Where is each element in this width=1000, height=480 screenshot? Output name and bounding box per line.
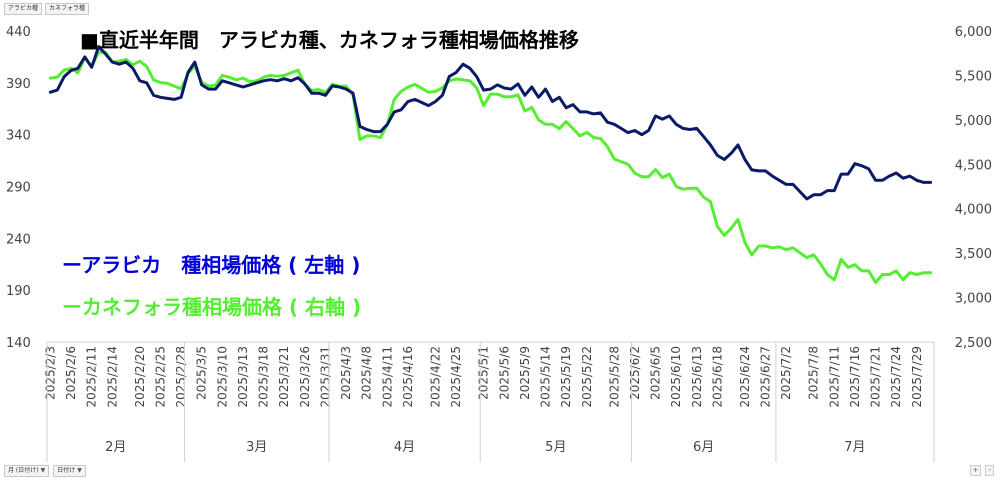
series-line-canephora	[48, 50, 933, 284]
x-tick-label: 2025/2/14	[105, 346, 119, 408]
filter-icon: ▼	[77, 467, 82, 474]
x-tick-label: 2025/7/24	[889, 346, 903, 408]
x-tick-label: 2025/4/8	[360, 346, 374, 400]
x-tick-label: 2025/5/22	[580, 346, 594, 408]
x-tick-label: 2025/6/10	[669, 346, 683, 408]
x-tick-label: 2025/7/11	[827, 346, 841, 408]
zoom-in-button[interactable]: +	[969, 465, 982, 476]
x-tick-label: 2025/6/24	[738, 346, 752, 408]
x-tick-label: 2025/4/3	[339, 346, 353, 400]
x-tick-label: 2025/2/28	[174, 346, 188, 408]
x-tick-label: 2025/7/16	[848, 346, 862, 408]
x-tick-label: 2025/3/10	[215, 346, 229, 408]
zoom-out-button[interactable]: -	[985, 465, 994, 476]
y-left-tick-label: 340	[6, 129, 31, 144]
x-tick-label: 2025/4/25	[449, 346, 463, 408]
field-button-date-label: 日付け	[57, 467, 76, 474]
x-tick-label: 2025/3/13	[236, 346, 250, 408]
x-tick-label: 2025/6/5	[649, 346, 663, 400]
y-left-tick-label: 190	[6, 284, 31, 299]
x-tick-label: 2025/3/18	[257, 346, 271, 408]
field-button-canephora[interactable]: カネフォラ種	[45, 3, 90, 15]
x-tick-label: 2025/6/2	[628, 346, 642, 400]
x-tick-label: 2025/3/26	[298, 346, 312, 408]
y-left-tick-label: 140	[6, 336, 31, 351]
x-tick-label: 2025/5/19	[559, 346, 573, 408]
y-right-tick-label: 6,000	[955, 25, 992, 40]
month-label: 5月	[545, 440, 566, 455]
x-tick-label: 2025/7/2	[779, 346, 793, 400]
legend-canephora: ーカネフォラ種相場価格 ( 右軸 )	[62, 295, 361, 319]
month-label: 4月	[394, 440, 415, 455]
y-right-tick-label: 3,000	[955, 292, 992, 307]
field-button-arabica[interactable]: アラビカ種	[4, 3, 43, 15]
y-left-tick-label: 290	[6, 181, 31, 196]
x-tick-label: 2025/3/21	[277, 346, 291, 408]
y-right-tick-label: 5,000	[955, 114, 992, 129]
x-tick-label: 2025/7/29	[910, 346, 924, 408]
x-tick-label: 2025/3/5	[195, 346, 209, 400]
y-left-tick-label: 440	[6, 25, 31, 40]
x-tick-label: 2025/2/3	[43, 346, 57, 400]
x-tick-label: 2025/2/6	[64, 346, 78, 400]
x-tick-label: 2025/4/11	[380, 346, 394, 408]
field-button-bar: アラビカ種 カネフォラ種	[4, 3, 90, 15]
x-tick-label: 2025/5/6	[497, 346, 511, 400]
axis-field-bar: 月 (日付け) ▼ 日付け ▼	[4, 465, 86, 477]
legend-arabica: ーアラビカ 種相場価格 ( 左軸 )	[62, 253, 360, 277]
y-right-tick-label: 5,500	[955, 69, 992, 84]
y-right-tick-label: 2,500	[955, 336, 992, 351]
x-tick-label: 2025/6/18	[710, 346, 724, 408]
chart-title: ■直近半年間 アラビカ種、カネフォラ種相場価格推移	[80, 28, 579, 52]
x-tick-label: 2025/5/9	[518, 346, 532, 400]
series-line-arabica	[48, 45, 933, 201]
y-left-tick-label: 240	[6, 232, 31, 247]
x-tick-label: 2025/6/27	[759, 346, 773, 408]
x-tick-label: 2025/2/11	[85, 346, 99, 408]
x-tick-label: 2025/4/22	[428, 346, 442, 408]
x-tick-label: 2025/5/1	[477, 346, 491, 400]
y-right-tick-label: 3,500	[955, 247, 992, 262]
field-button-month[interactable]: 月 (日付け) ▼	[4, 465, 50, 477]
x-tick-label: 2025/2/20	[133, 346, 147, 408]
x-tick-label: 2025/7/21	[869, 346, 883, 408]
month-label: 6月	[693, 440, 714, 455]
filter-icon: ▼	[40, 467, 46, 474]
month-label: 3月	[246, 440, 267, 455]
y-left-tick-label: 390	[6, 77, 31, 92]
month-label: 7月	[844, 440, 865, 455]
y-right-tick-label: 4,000	[955, 203, 992, 218]
x-tick-label: 2025/6/13	[690, 346, 704, 408]
field-button-month-label: 月 (日付け)	[8, 467, 39, 474]
x-tick-label: 2025/4/16	[401, 346, 415, 408]
y-right-tick-label: 4,500	[955, 158, 992, 173]
field-button-date[interactable]: 日付け ▼	[53, 465, 86, 477]
x-tick-label: 2025/2/25	[153, 346, 167, 408]
x-tick-label: 2025/5/14	[539, 346, 553, 408]
zoom-controls: + -	[969, 465, 994, 476]
month-label: 2月	[105, 440, 126, 455]
x-tick-label: 2025/5/28	[607, 346, 621, 408]
x-tick-label: 2025/7/8	[807, 346, 821, 400]
x-tick-label: 2025/3/31	[318, 346, 332, 408]
